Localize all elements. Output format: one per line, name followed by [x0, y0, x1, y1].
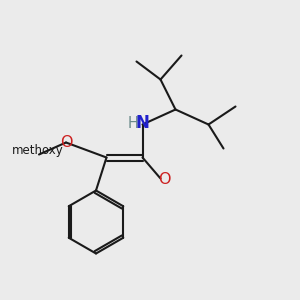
Text: H: H	[128, 116, 138, 130]
Text: N: N	[136, 114, 149, 132]
Text: O: O	[60, 135, 72, 150]
Text: O: O	[158, 172, 170, 188]
Text: methoxy: methoxy	[12, 144, 63, 158]
